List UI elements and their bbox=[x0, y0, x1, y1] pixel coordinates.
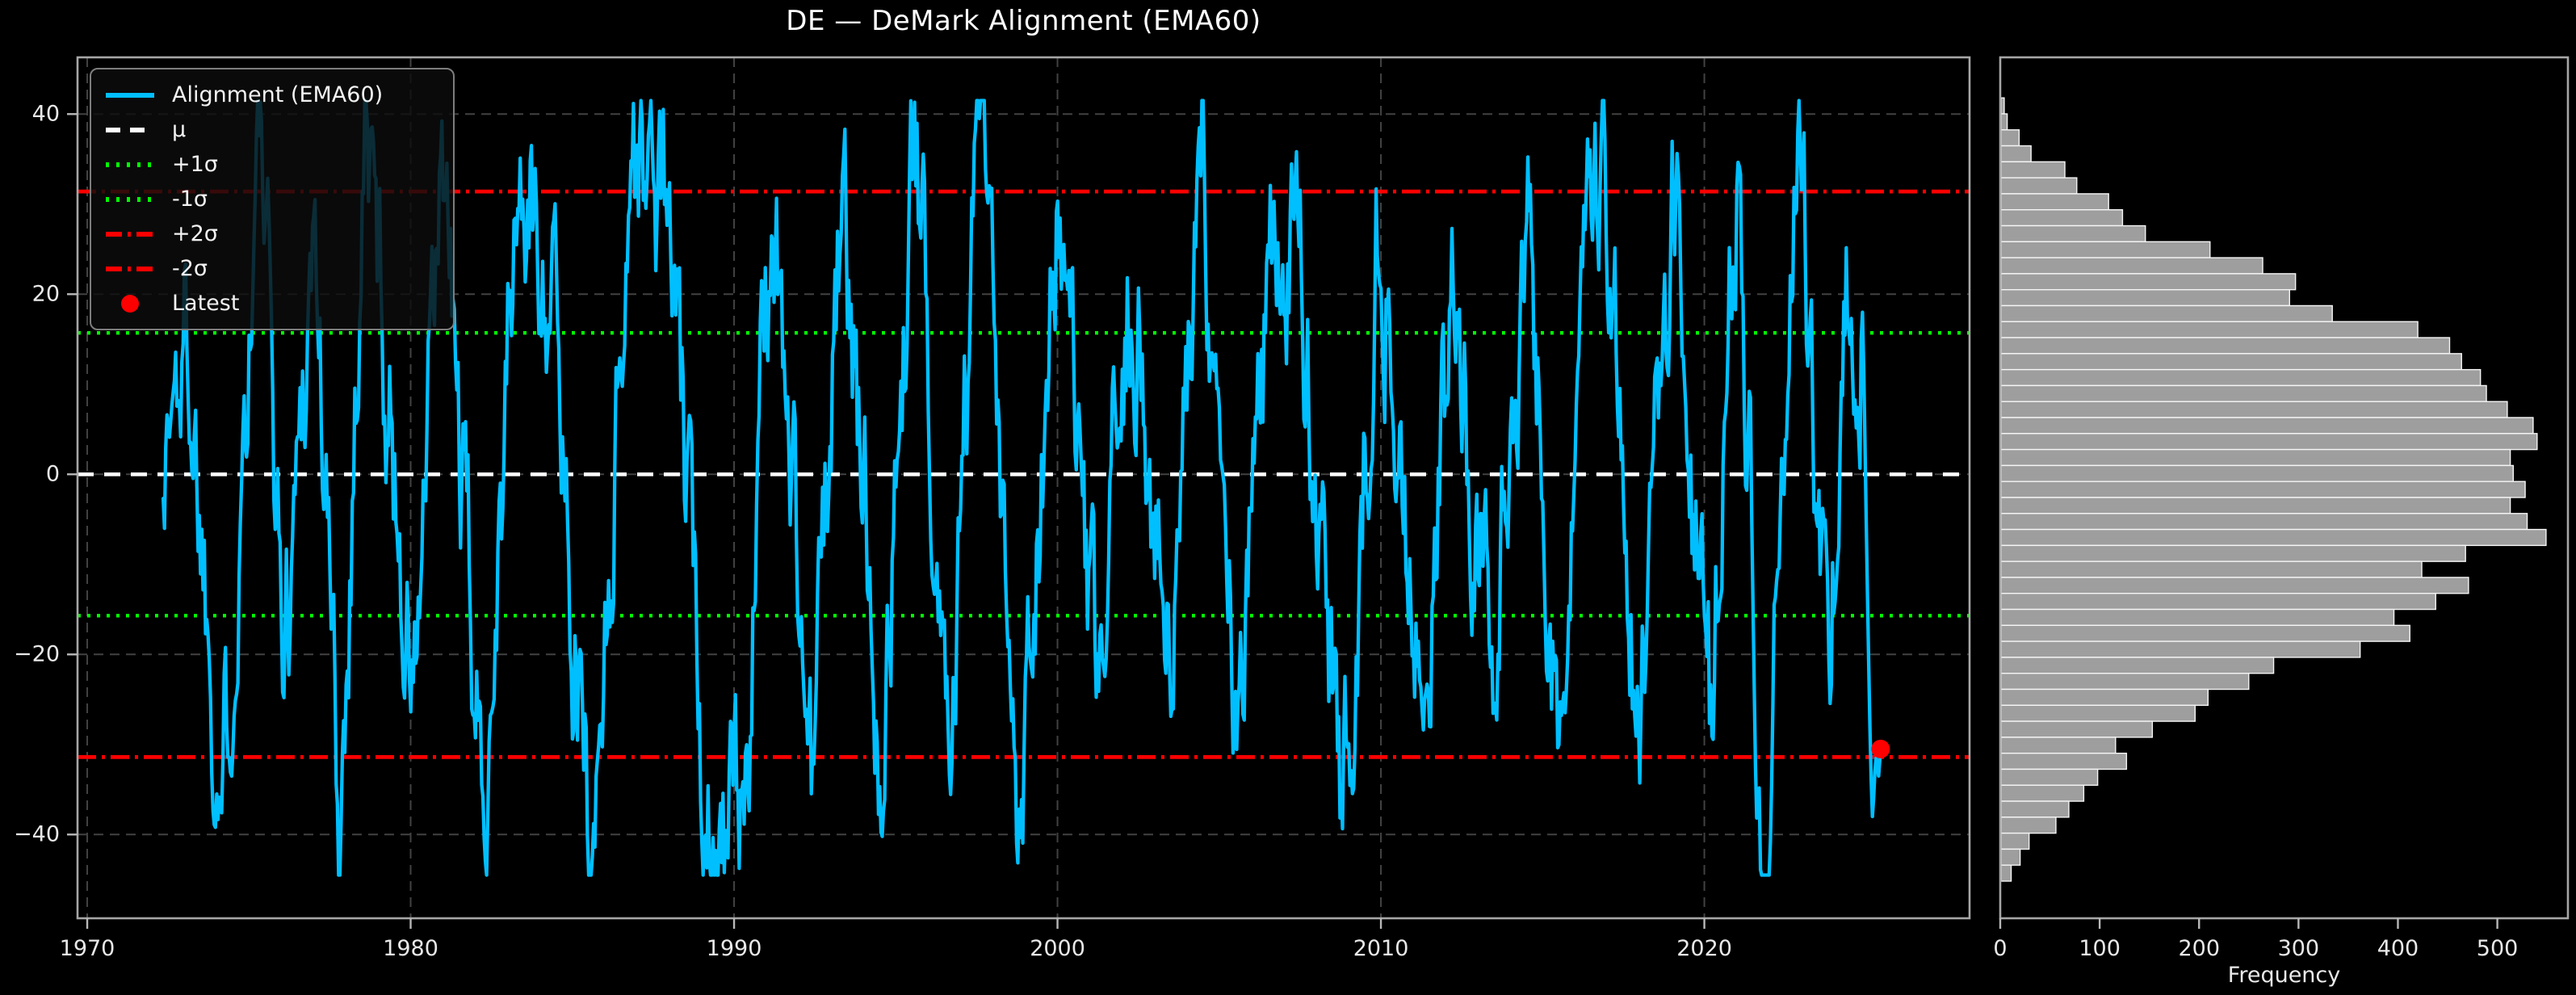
histogram-bar bbox=[2000, 209, 2124, 227]
legend-label: μ bbox=[172, 117, 187, 142]
y-tick-label: 20 bbox=[31, 281, 60, 307]
histogram-bar bbox=[2000, 241, 2211, 258]
histogram-bar bbox=[2000, 832, 2030, 850]
histogram-bar bbox=[2000, 673, 2250, 691]
histogram-bar bbox=[2000, 688, 2209, 706]
histogram-bar bbox=[2000, 704, 2196, 722]
histogram-bar bbox=[2000, 417, 2534, 435]
histogram-bar bbox=[2000, 528, 2547, 547]
dashdot-line-swatch-icon bbox=[106, 231, 154, 237]
circle-marker-swatch-icon bbox=[121, 294, 139, 313]
histogram-bar bbox=[2000, 97, 2005, 115]
histogram-bar bbox=[2000, 657, 2275, 674]
histogram-bar bbox=[2000, 464, 2514, 482]
histogram-bar bbox=[2000, 624, 2410, 642]
x-tick-label: 2000 bbox=[1030, 936, 1085, 961]
histogram-bar bbox=[2000, 337, 2451, 355]
histogram-bar bbox=[2000, 544, 2466, 562]
histogram-bar bbox=[2000, 448, 2511, 467]
legend-item-alignment: Alignment (EMA60) bbox=[104, 78, 440, 112]
histogram-bar bbox=[2000, 720, 2154, 738]
histogram-bar bbox=[2000, 401, 2508, 418]
legend-label: Latest bbox=[172, 291, 240, 316]
histogram-bar bbox=[2000, 752, 2128, 770]
histogram-bar bbox=[2000, 161, 2066, 178]
histogram-bar bbox=[2000, 353, 2462, 371]
histogram-bar bbox=[2000, 368, 2482, 387]
histogram-bar bbox=[2000, 577, 2469, 594]
histogram-bar bbox=[2000, 288, 2290, 307]
x-tick-label: 1990 bbox=[706, 936, 762, 961]
legend-label: +2σ bbox=[172, 221, 218, 246]
histogram-bar bbox=[2000, 768, 2099, 786]
legend-item-latest: Latest bbox=[104, 286, 440, 321]
line-swatch-icon bbox=[106, 92, 154, 98]
histogram-bar bbox=[2000, 817, 2057, 834]
hist-xaxis-label: Frequency bbox=[2227, 963, 2341, 988]
x-tick-label: 1970 bbox=[59, 936, 115, 961]
histogram-bar bbox=[2000, 273, 2297, 291]
dotted-line-swatch-icon bbox=[106, 196, 154, 202]
chart-title: DE — DeMark Alignment (EMA60) bbox=[786, 5, 1261, 37]
histogram-bar bbox=[2000, 800, 2070, 818]
histogram-bar bbox=[2000, 304, 2333, 322]
histogram-bar bbox=[2000, 145, 2032, 163]
legend-item-plus2sigma: +2σ bbox=[104, 216, 440, 251]
histogram-bar bbox=[2000, 193, 2109, 211]
histogram-bar bbox=[2000, 257, 2263, 275]
y-tick-label: −40 bbox=[14, 821, 60, 847]
histogram-bar bbox=[2000, 513, 2528, 531]
legend-item-mu: μ bbox=[104, 112, 440, 147]
legend-box: Alignment (EMA60) μ +1σ -1σ +2σ -2σ bbox=[90, 68, 455, 330]
legend-item-plus1sigma: +1σ bbox=[104, 147, 440, 182]
histogram-bar bbox=[2000, 593, 2436, 611]
x-tick-label: 2020 bbox=[1676, 936, 1732, 961]
histogram-bar bbox=[2000, 848, 2021, 866]
histogram-bar bbox=[2000, 177, 2078, 195]
histogram-bar bbox=[2000, 737, 2117, 754]
histogram-bar bbox=[2000, 640, 2361, 658]
histogram-bar bbox=[2000, 784, 2085, 802]
histogram-bar bbox=[2000, 864, 2012, 882]
latest-point-marker bbox=[1871, 739, 1890, 758]
hist-x-tick-label: 500 bbox=[2476, 936, 2519, 961]
histogram-bar bbox=[2000, 608, 2395, 627]
dotted-line-swatch-icon bbox=[106, 162, 154, 167]
histogram-bar bbox=[2000, 433, 2538, 451]
legend-label: Alignment (EMA60) bbox=[172, 82, 384, 107]
histogram-bar bbox=[2000, 225, 2146, 243]
y-tick-label: 40 bbox=[31, 101, 60, 127]
legend-label: -2σ bbox=[172, 256, 208, 281]
x-tick-label: 1980 bbox=[383, 936, 438, 961]
histogram-bar bbox=[2000, 321, 2419, 338]
legend-label: +1σ bbox=[172, 152, 218, 177]
axes-frame bbox=[1999, 56, 2570, 920]
hist-x-tick-label: 400 bbox=[2377, 936, 2419, 961]
hist-x-tick-label: 0 bbox=[1993, 936, 2008, 961]
histogram-bar bbox=[2000, 497, 2511, 514]
dashdot-line-swatch-icon bbox=[106, 266, 154, 271]
histogram-bar bbox=[2000, 113, 2008, 131]
dashed-line-swatch-icon bbox=[106, 127, 154, 132]
axes-frame bbox=[76, 56, 1971, 920]
histogram-bar bbox=[2000, 560, 2423, 578]
y-tick-label: 0 bbox=[45, 461, 60, 487]
legend-item-minus2sigma: -2σ bbox=[104, 251, 440, 286]
histogram-bar bbox=[2000, 129, 2020, 147]
hist-x-tick-label: 200 bbox=[2178, 936, 2221, 961]
x-tick-label: 2010 bbox=[1353, 936, 1409, 961]
hist-x-tick-label: 300 bbox=[2277, 936, 2320, 961]
histogram-bar bbox=[2000, 481, 2526, 498]
legend-label: -1σ bbox=[172, 187, 208, 212]
y-tick-label: −20 bbox=[14, 641, 60, 667]
legend-item-minus1sigma: -1σ bbox=[104, 182, 440, 216]
histogram-bar bbox=[2000, 384, 2487, 402]
hist-x-tick-label: 100 bbox=[2079, 936, 2121, 961]
